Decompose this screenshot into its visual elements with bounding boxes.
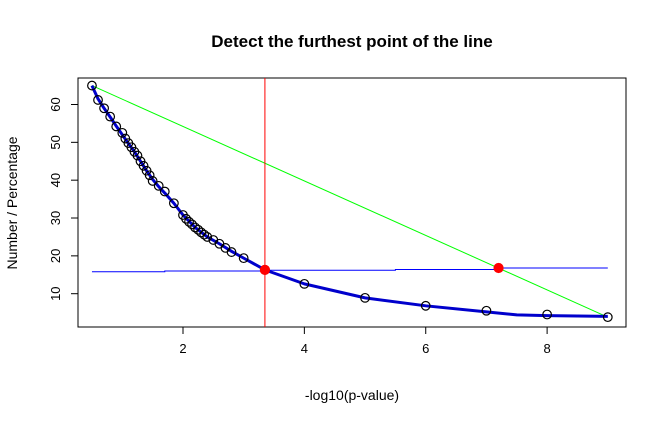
data-point	[93, 95, 103, 105]
fitted-curve-layer	[90, 84, 608, 318]
data-point	[132, 150, 143, 161]
y-tick-label: 20	[48, 249, 63, 263]
data-point	[144, 170, 155, 181]
x-tick-label: 6	[422, 341, 429, 356]
y-tick-label: 50	[48, 135, 63, 149]
data-point	[87, 80, 97, 91]
data-point	[117, 127, 128, 138]
fitted-curve	[90, 84, 608, 318]
data-point	[99, 103, 109, 114]
x-tick-label: 8	[543, 341, 550, 356]
y-axis: 10 20 30 40 50 60	[48, 97, 78, 301]
plot-frame	[77, 77, 627, 328]
highlight-point	[259, 264, 271, 275]
y-tick-label: 30	[48, 211, 63, 225]
highlight-point	[493, 262, 504, 274]
y-tick-label: 10	[48, 286, 63, 300]
data-point	[187, 219, 197, 230]
data-point	[542, 309, 553, 320]
data-point	[111, 121, 122, 132]
distance-line-layer	[91, 267, 608, 273]
data-point	[138, 160, 149, 171]
data-point	[226, 247, 237, 257]
x-axis: 2 4 6 8	[179, 327, 551, 356]
data-point	[193, 224, 204, 235]
y-tick-label: 40	[48, 173, 63, 187]
data-point	[238, 253, 249, 264]
x-axis-label: -log10(p-value)	[305, 387, 399, 403]
data-point	[181, 213, 191, 224]
data-point	[190, 222, 201, 233]
data-point	[159, 186, 170, 197]
data-point	[420, 300, 431, 311]
data-point	[481, 305, 492, 316]
highlight-layer	[259, 262, 504, 275]
data-point	[168, 198, 179, 209]
data-point	[360, 292, 370, 303]
data-point	[602, 312, 613, 323]
data-point	[153, 180, 164, 191]
x-tick-label: 4	[301, 341, 308, 356]
chart-title: Detect the furthest point of the line	[211, 32, 492, 51]
chord-line	[91, 85, 608, 318]
data-point	[184, 216, 194, 227]
distance-step-line	[91, 267, 608, 273]
points-layer	[87, 80, 613, 323]
chord-line-layer	[91, 85, 608, 318]
data-point	[105, 111, 116, 122]
y-axis-label: Number / Percentage	[4, 136, 20, 269]
data-point	[199, 229, 210, 240]
data-point	[147, 176, 158, 186]
y-tick-label: 60	[48, 97, 63, 111]
x-tick-label: 2	[179, 341, 186, 356]
data-point	[202, 232, 213, 242]
data-point	[299, 278, 310, 289]
